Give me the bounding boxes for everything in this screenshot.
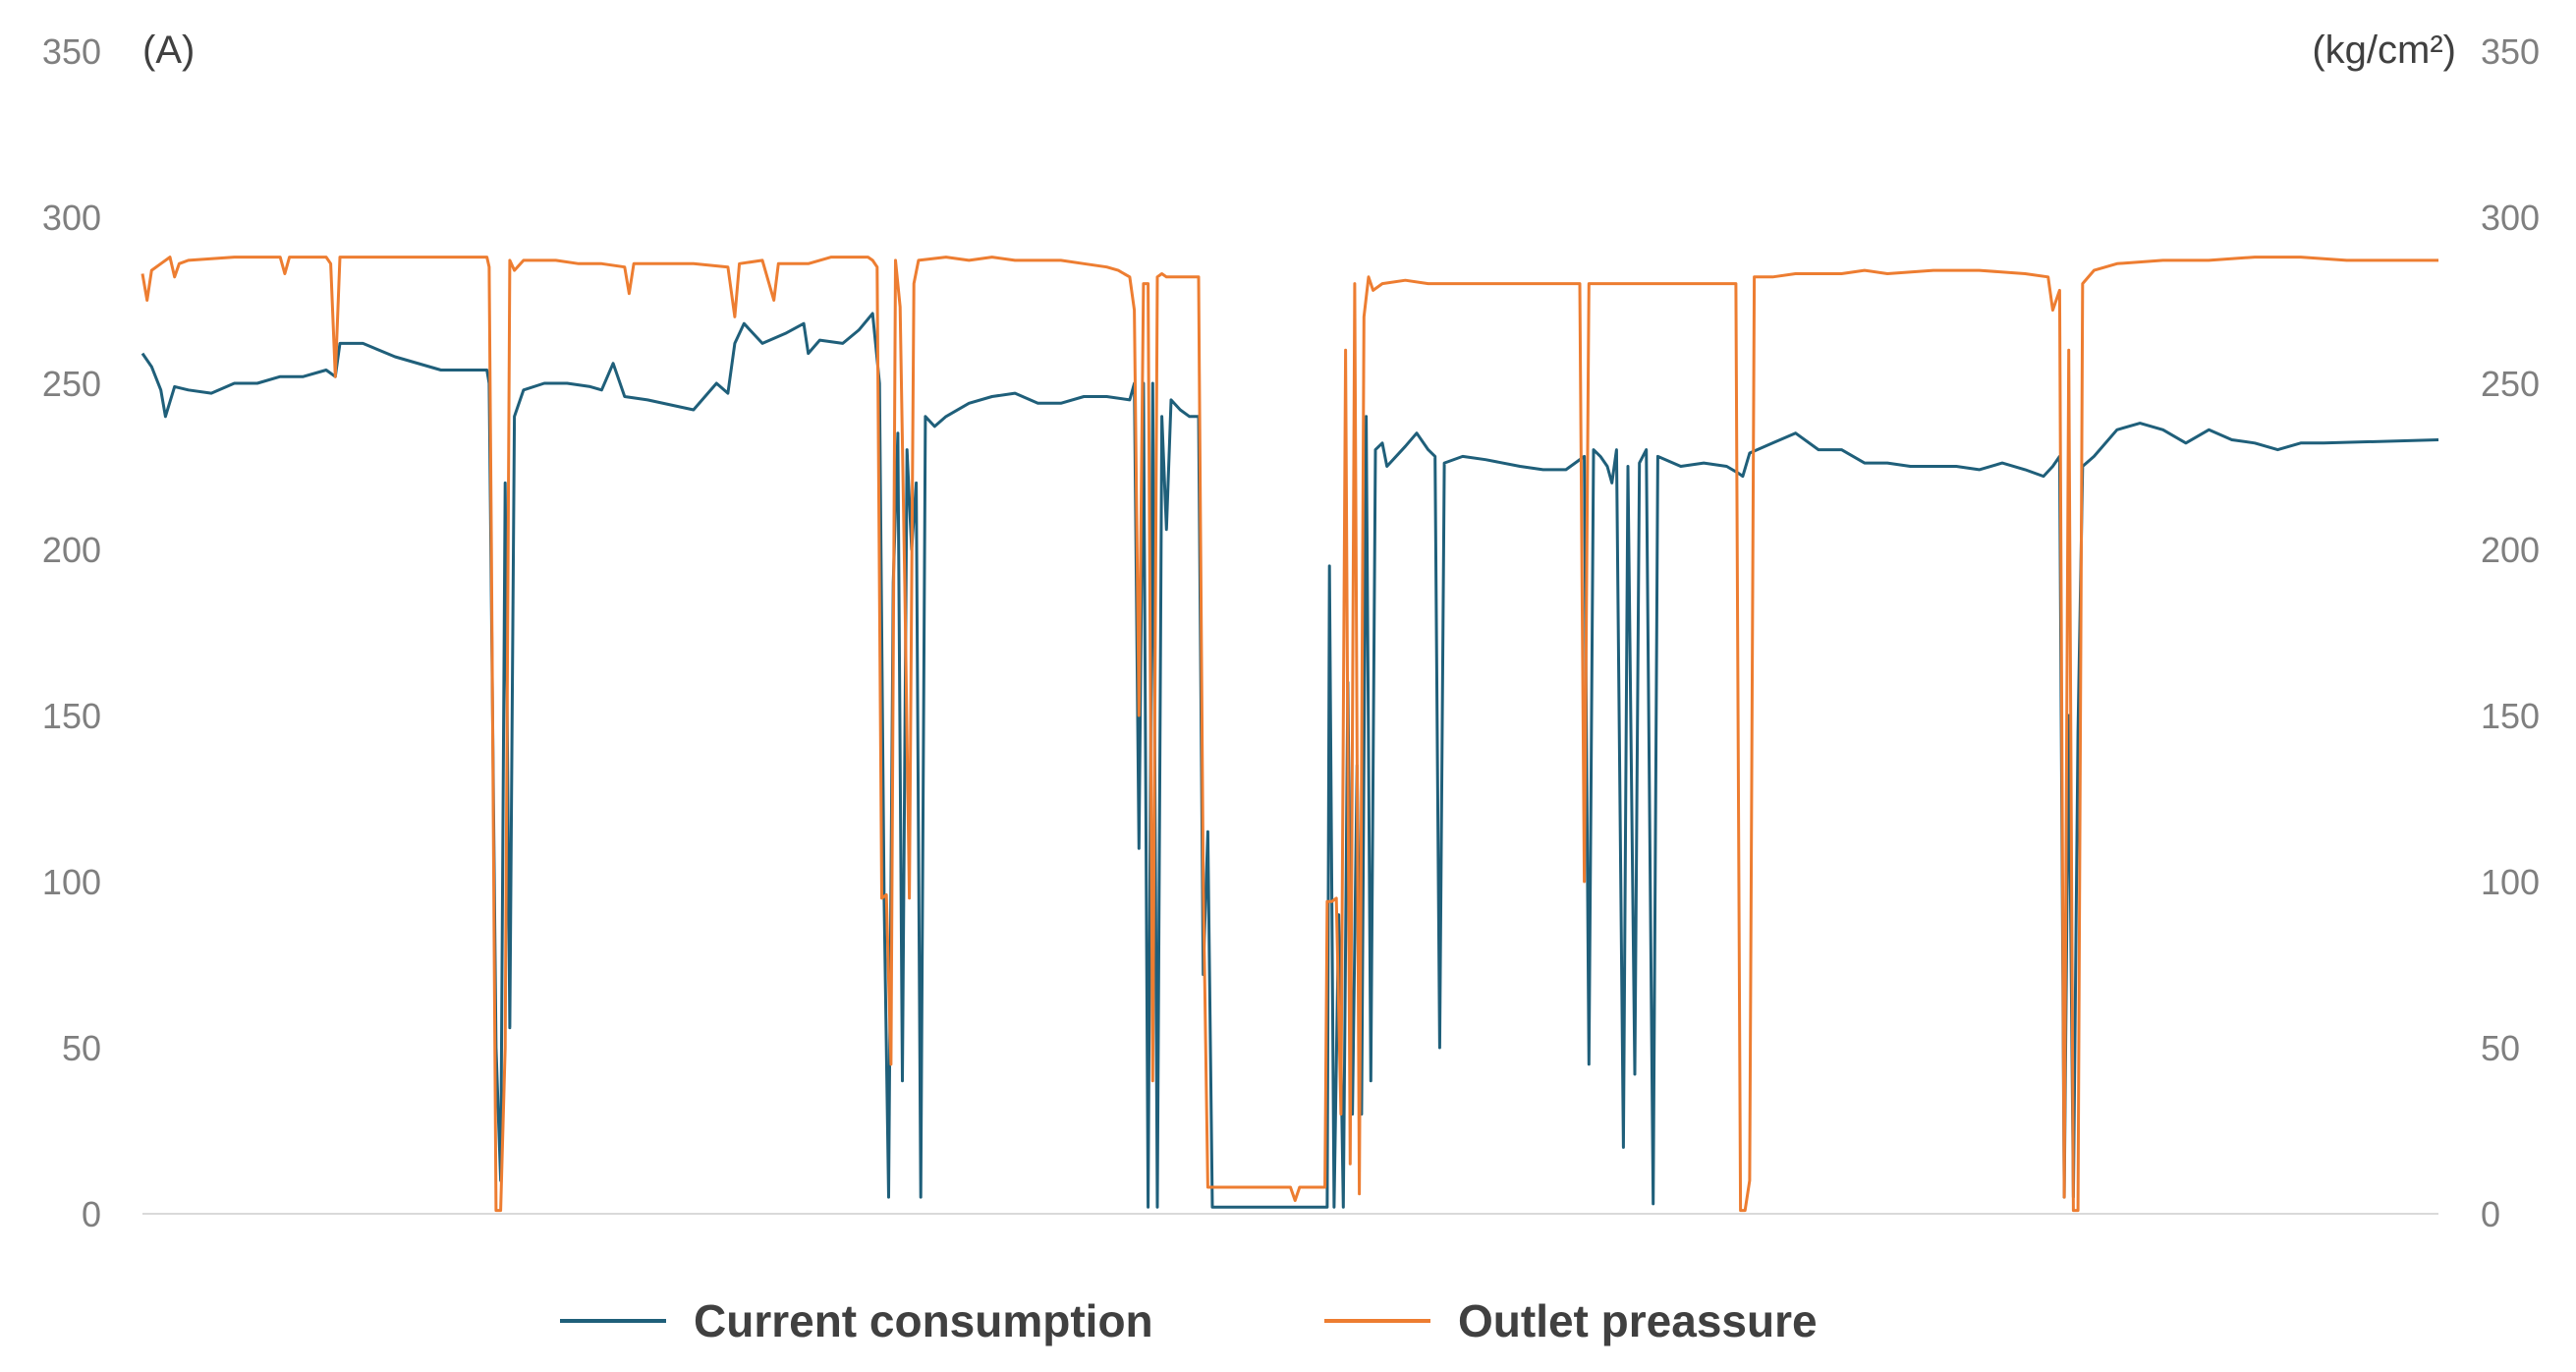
right-tick-label: 0 (2481, 1194, 2500, 1234)
left-tick-label: 250 (42, 364, 101, 404)
right-tick-label: 150 (2481, 696, 2540, 736)
right-tick-label: 100 (2481, 862, 2540, 902)
legend-label-current: Current consumption (694, 1295, 1153, 1346)
right-tick-label: 350 (2481, 31, 2540, 72)
left-tick-label: 350 (42, 31, 101, 72)
left-tick-label: 100 (42, 862, 101, 902)
left-axis-ticks: 0 50 100 150 200 250 300 350 (42, 31, 101, 1234)
left-tick-label: 300 (42, 198, 101, 238)
right-tick-label: 50 (2481, 1028, 2520, 1068)
right-tick-label: 300 (2481, 198, 2540, 238)
right-tick-label: 250 (2481, 364, 2540, 404)
legend-label-pressure: Outlet preassure (1458, 1295, 1818, 1346)
right-tick-label: 200 (2481, 530, 2540, 570)
left-tick-label: 50 (62, 1028, 101, 1068)
left-axis-unit: (A) (142, 29, 195, 72)
series-group (140, 256, 2439, 1213)
left-tick-label: 150 (42, 696, 101, 736)
series-line-current (140, 312, 2439, 1209)
series-line-pressure (140, 256, 2438, 1213)
right-axis-ticks: 0 50 100 150 200 250 300 350 (2481, 31, 2540, 1234)
left-tick-label: 0 (82, 1194, 101, 1234)
left-tick-label: 200 (42, 530, 101, 570)
legend: Current consumption Outlet preassure (560, 1295, 1818, 1346)
right-axis-unit: (kg/cm²) (2312, 29, 2456, 72)
